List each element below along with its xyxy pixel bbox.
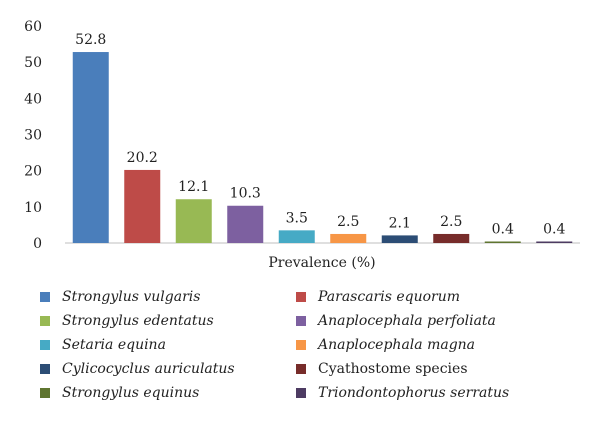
bar	[278, 230, 315, 243]
legend-label: Strongylus vulgaris	[62, 289, 201, 305]
legend-swatch	[296, 340, 306, 350]
legend-label: Cylicocyclus auriculatus	[62, 361, 235, 377]
bar	[72, 52, 109, 243]
legend-swatch	[296, 388, 306, 398]
y-tick-label: 10	[24, 200, 42, 216]
bar-chart-svg: 0 10 20 30 40 50 60 52.8 20.2 12.1 10.3 3.5 2.5 2.1 2…	[24, 19, 580, 271]
y-tick-label: 30	[24, 128, 42, 144]
bars	[72, 52, 573, 243]
legend-swatch	[296, 364, 306, 374]
bar	[381, 235, 418, 243]
legend-swatch	[40, 364, 50, 374]
legend-label: Anaplocephala perfoliata	[318, 313, 496, 329]
bar	[484, 241, 521, 243]
legend-item: Anaplocephala magna	[296, 335, 552, 355]
legend-swatch	[40, 340, 50, 350]
bar	[536, 241, 573, 243]
bar-value-label: 2.5	[440, 214, 462, 230]
bar	[124, 169, 161, 243]
legend-item: Strongylus vulgaris	[40, 287, 296, 307]
legend-label: Strongylus edentatus	[62, 313, 214, 329]
legend-label: Strongylus equinus	[62, 385, 200, 401]
bar-value-label: 20.2	[127, 150, 158, 166]
bar-value-label: 0.4	[492, 222, 514, 238]
bar-value-label: 12.1	[178, 179, 209, 195]
legend-swatch	[40, 316, 50, 326]
legend-label: Triondontophorus serratus	[318, 385, 510, 401]
bar	[330, 233, 367, 243]
legend-item: Setaria equina	[40, 335, 296, 355]
legend-item: Anaplocephala perfoliata	[296, 311, 552, 331]
legend: Strongylus vulgaris Parascaris equorum Str…	[40, 287, 560, 403]
legend-item: Triondontophorus serratus	[296, 383, 552, 403]
legend-label: Cyathostome species	[318, 361, 468, 377]
bar-value-label: 52.8	[75, 32, 106, 48]
bar-data-labels: 52.8 20.2 12.1 10.3 3.5 2.5 2.1 2.5 0.4 0.4	[75, 32, 565, 237]
y-tick-label: 60	[24, 19, 42, 35]
legend-item: Parascaris equorum	[296, 287, 552, 307]
y-tick-label: 0	[33, 236, 42, 252]
legend-swatch	[40, 388, 50, 398]
legend-swatch	[296, 292, 306, 302]
bar	[227, 205, 264, 243]
legend-label: Anaplocephala magna	[318, 337, 476, 353]
legend-swatch	[296, 316, 306, 326]
bar-value-label: 3.5	[286, 210, 308, 226]
y-axis-ticks: 0 10 20 30 40 50 60	[24, 19, 42, 252]
legend-label: Parascaris equorum	[318, 289, 461, 305]
x-axis-title: Prevalence (%)	[268, 255, 375, 271]
bar-value-label: 2.5	[337, 214, 359, 230]
legend-item: Cyathostome species	[296, 359, 552, 379]
legend-label: Setaria equina	[62, 337, 166, 353]
bar-value-label: 0.4	[543, 222, 565, 238]
legend-item: Strongylus equinus	[40, 383, 296, 403]
y-tick-label: 20	[24, 164, 42, 180]
bar	[175, 199, 212, 243]
y-tick-label: 50	[24, 55, 42, 71]
legend-item: Strongylus edentatus	[40, 311, 296, 331]
legend-item: Cylicocyclus auriculatus	[40, 359, 296, 379]
bar-value-label: 2.1	[389, 215, 411, 231]
legend-swatch	[40, 292, 50, 302]
y-tick-label: 40	[24, 91, 42, 107]
bar	[433, 233, 470, 243]
bar-value-label: 10.3	[230, 186, 261, 202]
